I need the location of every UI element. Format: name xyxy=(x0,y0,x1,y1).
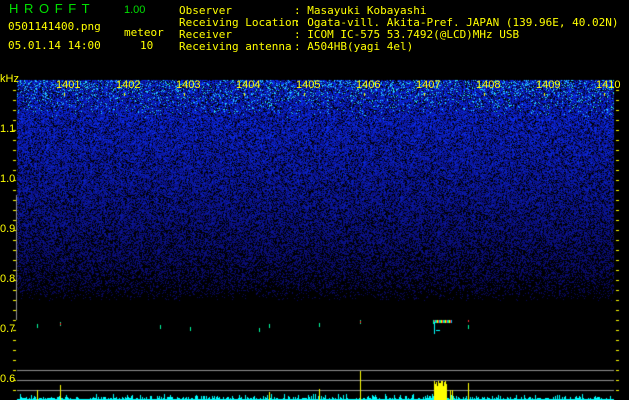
time-tick-label: 1407 xyxy=(416,79,441,91)
meteor-count: 10 xyxy=(140,39,154,52)
time-tick-label: 1403 xyxy=(176,79,201,91)
time-tick-label: 1408 xyxy=(476,79,501,91)
file-datetime: 05.01.14 14:00 xyxy=(8,39,101,52)
info-label-location: Receiving Location xyxy=(179,16,299,29)
freq-unit-label: kHz xyxy=(0,73,19,85)
info-value-receiver: : ICOM IC-575 53.7492(@LCD)MHz USB xyxy=(294,28,520,41)
info-label-observer: Observer xyxy=(179,4,232,17)
freq-tick-label: 0.6 xyxy=(0,373,16,385)
freq-tick-label: 1.1 xyxy=(0,123,16,135)
time-tick-label: 1404 xyxy=(236,79,261,91)
freq-tick-label: 0.9 xyxy=(0,223,16,235)
freq-tick-label: 0.7 xyxy=(0,323,16,335)
info-label-antenna: Receiving antenna xyxy=(179,40,292,53)
time-tick-label: 1406 xyxy=(356,79,381,91)
time-tick-label: 1410 xyxy=(596,79,621,91)
meteor-label: meteor xyxy=(124,26,164,39)
freq-tick-label: 0.8 xyxy=(0,273,16,285)
time-tick-label: 1402 xyxy=(116,79,141,91)
time-tick-label: 1409 xyxy=(536,79,561,91)
freq-tick-label: 1.0 xyxy=(0,173,16,185)
app-version: 1.00 xyxy=(124,4,146,16)
time-tick-label: 1401 xyxy=(56,79,81,91)
app-title: H R O F F T xyxy=(9,1,91,16)
time-tick-label: 1405 xyxy=(296,79,321,91)
info-value-antenna: : A504HB(yagi 4el) xyxy=(294,40,414,53)
info-value-observer: : Masayuki Kobayashi xyxy=(294,4,427,17)
info-label-receiver: Receiver xyxy=(179,28,232,41)
file-name: 0501141400.png xyxy=(8,20,101,33)
info-value-location: : Ogata-vill. Akita-Pref. JAPAN (139.96E… xyxy=(294,16,619,29)
